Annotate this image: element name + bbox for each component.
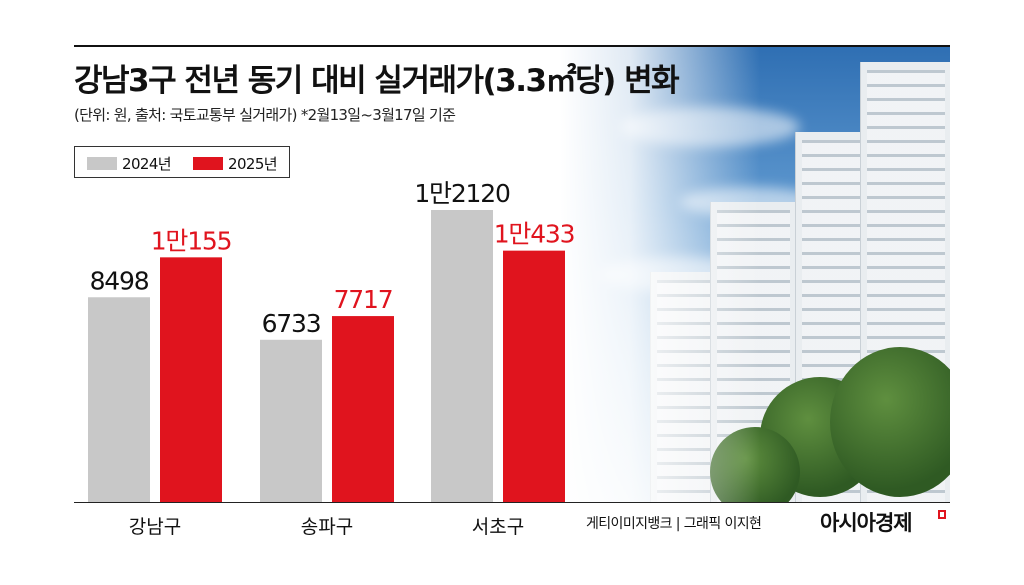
legend-swatch-2025 [193,157,223,170]
bar-2024-2 [431,210,493,502]
photo-fade [560,47,760,502]
brand-logo: 아시아경제 [820,511,913,535]
brand-mark-icon [938,510,946,519]
category-label-2: 서초구 [472,516,524,538]
bar-2025-0 [160,257,222,502]
apartment-photo [560,47,950,502]
bar-2024-0 [88,297,150,502]
category-label-1: 송파구 [301,516,353,538]
legend: 2024년 2025년 [74,146,290,178]
legend-item-2025: 2025년 [193,153,278,174]
data-label-2024-1: 6733 [262,309,321,338]
bar-2024-1 [260,339,322,502]
data-label-2025-0: 1만155 [151,226,232,255]
chart-subtitle: (단위: 원, 출처: 국토교통부 실거래가) *2월13일~3월17일 기준 [74,106,456,124]
category-label-0: 강남구 [129,516,181,538]
bar-2025-1 [332,316,394,502]
legend-item-2024: 2024년 [87,153,172,174]
bar-2025-2 [503,250,565,502]
photo-credit: 게티이미지뱅크 | 그래픽 이지현 [586,516,762,532]
data-label-2024-0: 8498 [90,266,149,295]
data-label-2025-1: 7717 [334,285,393,314]
tree-shape [830,347,950,497]
legend-swatch-2024 [87,157,117,170]
legend-label-2024: 2024년 [122,155,172,173]
data-label-2024-2: 1만2120 [414,179,510,208]
top-divider [74,45,950,47]
legend-label-2025: 2025년 [228,155,278,173]
chart-title: 강남3구 전년 동기 대비 실거래가(3.3㎡당) 변화 [74,63,680,99]
data-label-2025-2: 1만433 [494,220,575,249]
baseline [74,502,950,503]
